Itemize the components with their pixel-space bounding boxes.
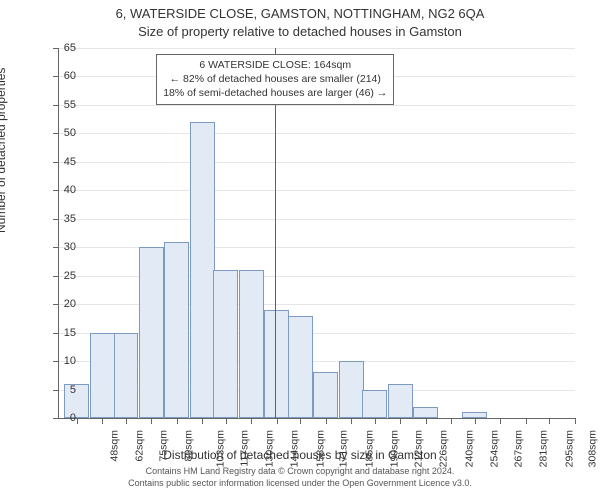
- gridline: [59, 133, 575, 134]
- x-tick: [526, 418, 527, 424]
- histogram-bar: [213, 270, 238, 418]
- histogram-bar: [114, 333, 139, 418]
- x-tick: [202, 418, 203, 424]
- histogram-bar: [264, 310, 289, 418]
- histogram-bar: [139, 247, 164, 418]
- y-tick-label: 35: [46, 213, 76, 225]
- y-tick-label: 60: [46, 70, 76, 82]
- x-tick: [475, 418, 476, 424]
- x-tick: [177, 418, 178, 424]
- x-tick: [351, 418, 352, 424]
- footer-line1: Contains HM Land Registry data © Crown c…: [0, 466, 600, 478]
- x-tick: [77, 418, 78, 424]
- annotation-line3: 18% of semi-detached houses are larger (…: [163, 86, 387, 100]
- y-tick-label: 5: [46, 384, 76, 396]
- histogram-bar: [190, 122, 215, 418]
- gridline: [59, 276, 575, 277]
- chart-title-line1: 6, WATERSIDE CLOSE, GAMSTON, NOTTINGHAM,…: [0, 6, 600, 21]
- chart-title-line2: Size of property relative to detached ho…: [0, 24, 600, 39]
- y-tick-label: 15: [46, 327, 76, 339]
- annotation-line1: 6 WATERSIDE CLOSE: 164sqm: [163, 58, 387, 72]
- footer-line2: Contains public sector information licen…: [0, 478, 600, 490]
- y-tick-label: 50: [46, 127, 76, 139]
- marker-annotation: 6 WATERSIDE CLOSE: 164sqm ← 82% of detac…: [156, 54, 394, 105]
- histogram-bar: [362, 390, 387, 418]
- x-tick: [549, 418, 550, 424]
- gridline: [59, 162, 575, 163]
- gridline: [59, 48, 575, 49]
- y-tick-label: 55: [46, 99, 76, 111]
- histogram-bar: [388, 384, 413, 418]
- x-axis-label: Distribution of detached houses by size …: [0, 448, 600, 462]
- y-tick-label: 0: [46, 412, 76, 424]
- annotation-line2: ← 82% of detached houses are smaller (21…: [163, 72, 387, 86]
- x-tick: [102, 418, 103, 424]
- histogram-bar: [413, 407, 438, 418]
- gridline: [59, 304, 575, 305]
- gridline: [59, 190, 575, 191]
- x-tick: [300, 418, 301, 424]
- histogram-bar: [90, 333, 115, 418]
- x-tick: [375, 418, 376, 424]
- x-tick: [326, 418, 327, 424]
- chart-container: 6, WATERSIDE CLOSE, GAMSTON, NOTTINGHAM,…: [0, 0, 600, 500]
- x-tick: [251, 418, 252, 424]
- histogram-bar: [164, 242, 189, 418]
- gridline: [59, 105, 575, 106]
- x-tick: [400, 418, 401, 424]
- y-tick-label: 45: [46, 156, 76, 168]
- x-tick: [500, 418, 501, 424]
- y-tick-label: 65: [46, 42, 76, 54]
- plot-area: 48sqm62sqm75sqm89sqm103sqm117sqm130sqm14…: [58, 48, 575, 419]
- gridline: [59, 247, 575, 248]
- y-tick-label: 20: [46, 298, 76, 310]
- x-tick: [226, 418, 227, 424]
- y-tick-label: 25: [46, 270, 76, 282]
- gridline: [59, 219, 575, 220]
- x-tick: [151, 418, 152, 424]
- x-tick: [126, 418, 127, 424]
- y-tick-label: 10: [46, 355, 76, 367]
- y-tick-label: 30: [46, 241, 76, 253]
- y-tick-label: 40: [46, 184, 76, 196]
- histogram-bar: [313, 372, 338, 418]
- x-tick: [426, 418, 427, 424]
- chart-footer: Contains HM Land Registry data © Crown c…: [0, 466, 600, 489]
- y-axis-label: Number of detached properties: [0, 68, 8, 233]
- x-tick: [575, 418, 576, 424]
- x-tick: [277, 418, 278, 424]
- x-tick: [451, 418, 452, 424]
- histogram-bar: [239, 270, 264, 418]
- histogram-bar: [288, 316, 313, 418]
- histogram-bar: [339, 361, 364, 418]
